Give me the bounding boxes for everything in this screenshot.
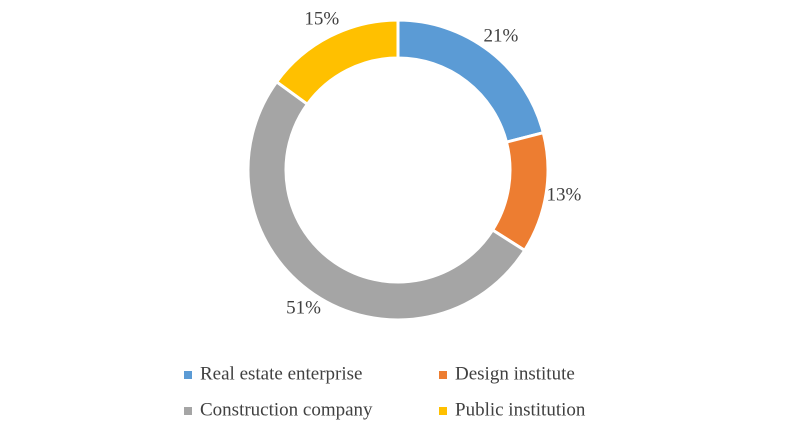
legend-swatch [184, 407, 192, 415]
legend-label: Real estate enterprise [200, 363, 362, 384]
legend-label: Public institution [455, 399, 586, 420]
legend-swatch [439, 407, 447, 415]
legend-label: Design institute [455, 363, 575, 384]
legend-swatch [184, 371, 192, 379]
data-label: 51% [286, 297, 321, 318]
donut-segment [396, 18, 546, 144]
legend-label: Construction company [200, 399, 373, 420]
data-label: 13% [547, 185, 582, 206]
donut-segment [490, 130, 550, 253]
donut-segment [246, 79, 527, 322]
data-label: 21% [484, 26, 519, 47]
data-label: 15% [304, 9, 339, 30]
donut-segment [274, 18, 400, 107]
legend-swatch [439, 371, 447, 379]
